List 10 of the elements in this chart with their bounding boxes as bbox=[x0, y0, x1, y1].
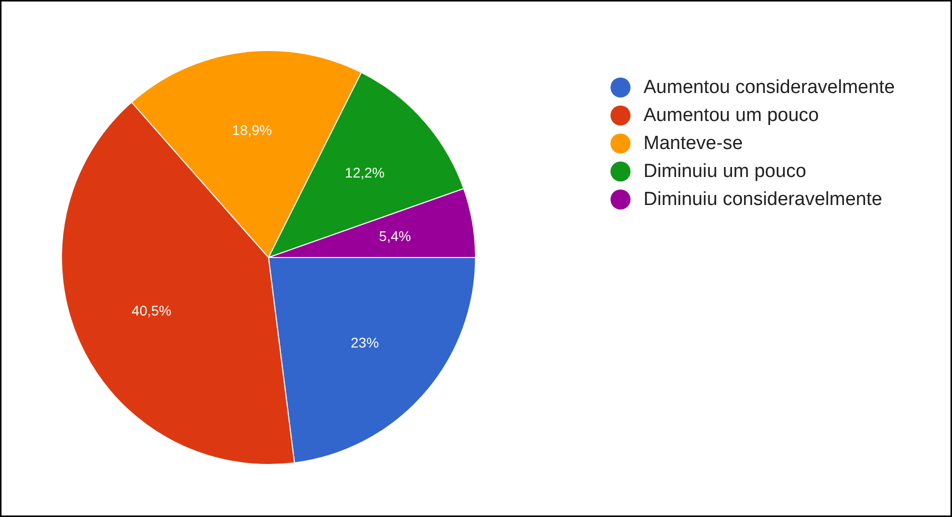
data-label: 18,9% bbox=[232, 122, 272, 138]
legend-label: Diminuiu consideravelmente bbox=[644, 189, 882, 210]
legend-label: Aumentou consideravelmente bbox=[644, 77, 895, 98]
data-label: 40,5% bbox=[132, 302, 172, 318]
data-label: 23% bbox=[350, 334, 379, 350]
legend-label: Manteve-se bbox=[644, 133, 743, 154]
legend-label: Diminuiu um pouco bbox=[644, 161, 806, 182]
data-label: 12,2% bbox=[344, 164, 385, 181]
legend-label: Aumentou um pouco bbox=[644, 105, 819, 126]
data-label: 5,4% bbox=[379, 228, 411, 244]
